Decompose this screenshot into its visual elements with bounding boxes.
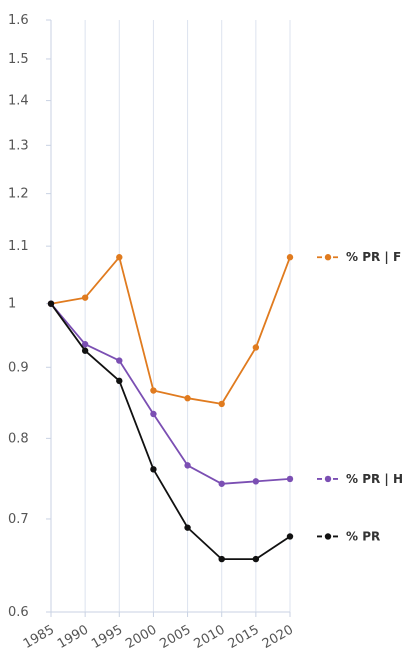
legend-item-2: % PR | H [317,472,403,486]
x-tick-label: 2015 [226,622,262,652]
data-point [150,466,157,473]
legend-label: % PR | H [346,472,403,486]
y-tick-label: 1.2 [8,187,29,202]
legend-item-3: % PR [317,529,380,543]
legend-item-1: % PR | F [317,250,401,264]
data-point [286,254,294,261]
data-point [116,377,123,385]
data-point [286,475,294,483]
x-tick-label: 1995 [89,622,125,652]
data-point [252,344,260,351]
data-point [81,294,89,301]
data-point [286,533,294,540]
legend: % PR | F % PR | H % PR [317,250,403,543]
data-point [218,555,225,563]
y-tick-label: 1.4 [8,94,29,109]
legend-marker-icon [324,254,332,261]
x-tick-label: 1985 [21,622,57,652]
data-point [150,410,157,418]
y-tick-label: 1.5 [8,52,29,67]
legend-marker-icon [324,533,332,540]
series-line-3 [50,303,291,560]
data-point [116,254,123,261]
grid-lines [84,20,291,612]
x-tick-label: 2020 [260,622,296,652]
y-tick-label: 0.9 [8,360,29,375]
y-tick-label: 1.1 [8,239,29,254]
data-point [81,347,89,354]
data-point [116,357,123,364]
series-group [47,254,294,563]
y-tick-label: 1.6 [8,13,29,28]
data-point [252,478,260,485]
y-tick-labels: 0.6 0.7 0.8 0.9 1 1.1 1.2 1.3 1.4 1.5 1.6 [8,13,29,620]
legend-label: % PR [346,529,380,543]
data-point [81,341,89,348]
series-line-1 [50,256,291,405]
x-tick-label: 2010 [192,622,228,652]
data-point [47,300,55,307]
series-line-2 [50,303,291,485]
legend-marker-icon [324,475,332,483]
data-point [218,480,225,487]
data-point [184,462,191,469]
data-point [184,395,191,402]
x-tick-label: 2005 [157,622,193,652]
y-tick-label: 1.3 [8,138,29,153]
y-tick-label: 0.7 [8,512,29,527]
data-point [150,387,157,394]
legend-label: % PR | F [346,250,401,264]
y-tick-label: 0.6 [8,605,29,620]
data-point [218,400,225,408]
axes [46,19,291,617]
x-tick-label: 1990 [55,622,91,652]
y-tick-label: 0.8 [8,431,29,446]
data-point [252,555,260,563]
y-tick-label: 1 [8,297,16,312]
x-tick-label: 2000 [123,622,159,652]
data-point [184,524,191,531]
